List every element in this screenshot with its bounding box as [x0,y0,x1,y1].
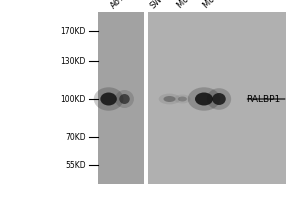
Ellipse shape [212,93,226,105]
Bar [148,12,286,184]
Ellipse shape [195,92,213,106]
Ellipse shape [119,94,130,104]
Text: Mouse lung: Mouse lung [202,0,243,10]
Ellipse shape [207,88,231,110]
Ellipse shape [100,92,117,106]
Bar [98,12,144,184]
Text: Mouse spleen: Mouse spleen [175,0,223,10]
Ellipse shape [174,95,190,104]
Text: 70KD: 70KD [65,132,85,142]
Ellipse shape [159,94,180,104]
Ellipse shape [94,87,124,111]
Text: 130KD: 130KD [60,56,85,66]
Text: A673: A673 [109,0,131,10]
Text: 100KD: 100KD [60,95,85,104]
Ellipse shape [178,97,187,102]
Text: SW480: SW480 [148,0,175,10]
Ellipse shape [115,90,134,108]
Text: 170KD: 170KD [60,26,85,36]
Text: RALBP1: RALBP1 [246,95,280,104]
Bar [145,12,148,184]
Ellipse shape [164,96,175,102]
Text: 55KD: 55KD [65,160,85,170]
Ellipse shape [188,87,220,111]
